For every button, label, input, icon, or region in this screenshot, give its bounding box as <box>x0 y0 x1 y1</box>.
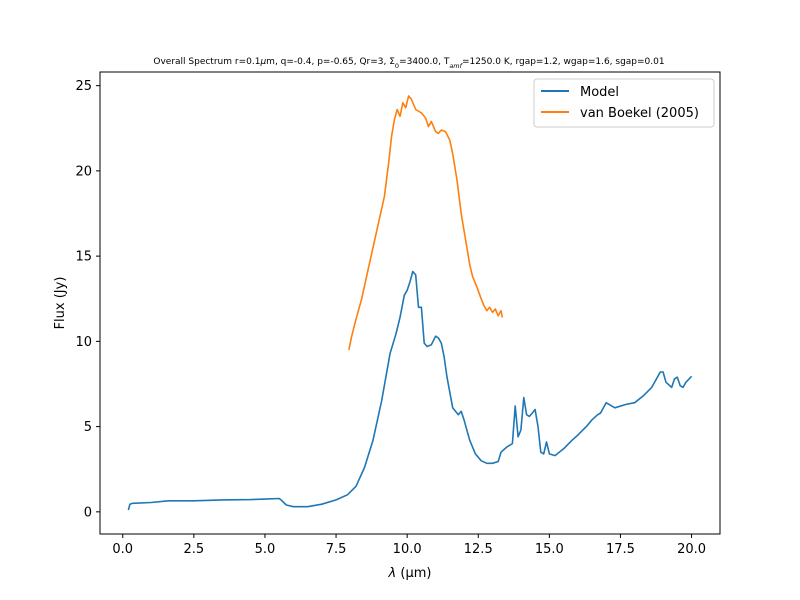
y-tick-label: 0 <box>84 505 92 520</box>
x-tick-label: 12.5 <box>464 542 493 557</box>
legend-label-van-boekel: van Boekel (2005) <box>580 106 699 121</box>
x-tick-label: 2.5 <box>184 542 205 557</box>
x-axis-label: λ (μm) <box>388 566 432 581</box>
y-tick-label: 10 <box>75 335 92 350</box>
legend: Model van Boekel (2005) <box>533 78 715 128</box>
plot-area <box>127 95 693 511</box>
y-axis-label: Flux (Jy) <box>53 277 68 330</box>
x-tick-label: 20.0 <box>677 542 706 557</box>
x-tick-label: 5.0 <box>255 542 276 557</box>
y-tick-label: 20 <box>75 164 92 179</box>
y-tick-label: 25 <box>75 79 92 94</box>
series-line-model <box>127 270 693 511</box>
axes-frame <box>99 71 721 535</box>
legend-label-model: Model <box>580 85 619 100</box>
x-tick-label: 0.0 <box>112 542 133 557</box>
chart-title: Overall Spectrum r=0.1μm, q=-0.4, p=-0.6… <box>153 57 664 70</box>
x-axis: 0.0 2.5 5.0 7.5 10.0 12.5 15.0 17.5 20.0 <box>112 534 706 557</box>
legend-box <box>533 78 715 128</box>
y-tick-label: 5 <box>84 420 92 435</box>
x-tick-label: 15.0 <box>535 542 564 557</box>
series-line-van-boekel-2005 <box>348 95 504 351</box>
y-tick-label: 15 <box>75 250 92 265</box>
y-axis: 0 5 10 15 20 25 <box>75 79 100 520</box>
x-tick-label: 7.5 <box>326 542 347 557</box>
x-tick-label: 10.0 <box>393 542 422 557</box>
x-tick-label: 17.5 <box>606 542 635 557</box>
